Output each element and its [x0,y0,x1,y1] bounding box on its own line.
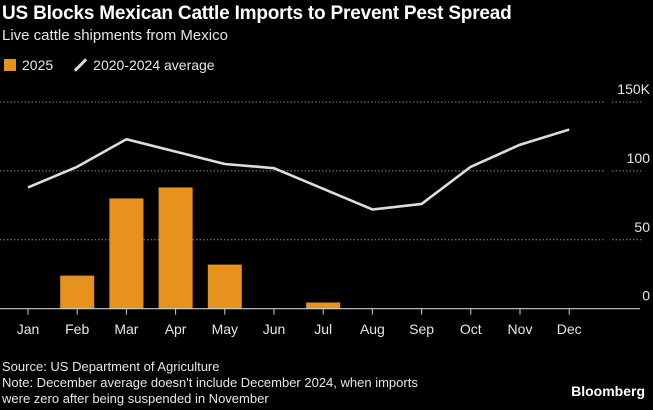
y-tick-label: 100 [627,150,651,166]
note-line-2: were zero after being suspended in Novem… [2,391,269,406]
x-tick-label: Nov [508,321,533,337]
note-line-1: Note: December average doesn't include D… [2,375,418,390]
chart-subtitle: Live cattle shipments from Mexico [2,27,228,44]
x-tick-label: Aug [360,321,385,337]
x-tick-label: Feb [65,321,89,337]
x-tick-label: Jun [263,321,286,337]
x-tick-label: Apr [165,321,187,337]
y-tick-label: 150K [617,81,650,97]
legend: 2025 2020-2024 average [4,57,215,73]
x-tick-label: Sep [409,321,434,337]
average-line [27,128,570,211]
x-tick-label: Mar [114,321,138,337]
bar-Jul [306,302,341,309]
legend-label-average: 2020-2024 average [93,57,215,73]
legend-label-2025: 2025 [22,57,54,73]
chart-title: US Blocks Mexican Cattle Imports to Prev… [2,3,512,24]
legend-bar-swatch [4,59,16,71]
source-text: Source: US Department of Agriculture [2,359,220,374]
x-tick-label: Oct [460,321,482,337]
bar-Mar [109,198,144,309]
x-tick-label: May [212,321,238,337]
bar-Apr [158,187,193,309]
y-tick-label: 50 [634,219,650,235]
y-tick-label: 0 [642,288,650,304]
x-tick-label: Jan [17,321,40,337]
bar-May [207,264,242,309]
bar-Feb [60,275,95,309]
bloomberg-logo: Bloomberg [571,383,645,399]
x-tick-label: Dec [557,321,582,337]
x-tick-label: Jul [314,321,332,337]
